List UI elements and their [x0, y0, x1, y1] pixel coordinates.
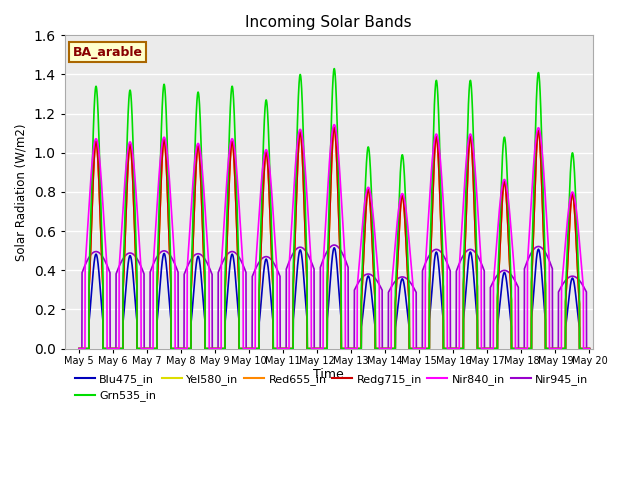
Blu475_in: [330, 245, 338, 251]
Redg715_in: [586, 346, 593, 351]
Grn535_in: [293, 139, 301, 145]
Blu475_in: [75, 346, 83, 351]
Blu475_in: [576, 346, 584, 351]
Redg715_in: [293, 182, 301, 188]
Nir840_in: [576, 241, 584, 247]
Red655_in: [75, 346, 83, 351]
Nir840_in: [586, 346, 593, 351]
Redg715_in: [75, 346, 83, 351]
Title: Incoming Solar Bands: Incoming Solar Bands: [246, 15, 412, 30]
Line: Nir945_in: Nir945_in: [79, 245, 589, 348]
Line: Red655_in: Red655_in: [79, 128, 589, 348]
Redg715_in: [133, 346, 141, 351]
Red655_in: [586, 346, 593, 351]
Line: Nir840_in: Nir840_in: [79, 125, 589, 348]
Grn535_in: [576, 346, 584, 351]
Grn535_in: [521, 346, 529, 351]
Nir840_in: [271, 234, 278, 240]
Line: Redg715_in: Redg715_in: [79, 128, 589, 348]
Blu475_in: [133, 346, 141, 351]
Yel580_in: [133, 346, 141, 351]
Grn535_in: [164, 150, 172, 156]
Yel580_in: [521, 346, 529, 351]
Nir945_in: [271, 262, 278, 268]
Redg715_in: [521, 346, 529, 351]
Yel580_in: [271, 346, 278, 351]
Nir840_in: [521, 346, 529, 351]
Yel580_in: [330, 125, 338, 131]
Grn535_in: [271, 346, 278, 351]
Red655_in: [521, 346, 529, 351]
Blu475_in: [586, 346, 593, 351]
Nir840_in: [330, 122, 338, 128]
Nir945_in: [164, 250, 172, 255]
Nir945_in: [576, 278, 584, 284]
Yel580_in: [293, 182, 301, 188]
Nir945_in: [133, 256, 141, 262]
Yel580_in: [576, 346, 584, 351]
Blu475_in: [164, 276, 172, 281]
Red655_in: [576, 346, 584, 351]
Red655_in: [293, 182, 301, 188]
Grn535_in: [330, 66, 338, 72]
Red655_in: [164, 191, 172, 197]
Y-axis label: Solar Radiation (W/m2): Solar Radiation (W/m2): [15, 123, 28, 261]
Nir840_in: [133, 208, 141, 214]
Yel580_in: [75, 346, 83, 351]
Blu475_in: [271, 346, 278, 351]
Grn535_in: [75, 346, 83, 351]
Nir945_in: [521, 265, 529, 271]
Line: Grn535_in: Grn535_in: [79, 69, 589, 348]
Nir840_in: [293, 145, 301, 151]
Blu475_in: [521, 346, 529, 351]
Redg715_in: [164, 191, 172, 197]
Text: BA_arable: BA_arable: [72, 46, 143, 59]
Red655_in: [133, 346, 141, 351]
Redg715_in: [271, 346, 278, 351]
Red655_in: [271, 346, 278, 351]
Line: Yel580_in: Yel580_in: [79, 128, 589, 348]
Redg715_in: [576, 346, 584, 351]
Legend: Blu475_in, Grn535_in, Yel580_in, Red655_in, Redg715_in, Nir840_in, Nir945_in: Blu475_in, Grn535_in, Yel580_in, Red655_…: [70, 370, 593, 406]
Nir945_in: [330, 242, 338, 248]
Yel580_in: [586, 346, 593, 351]
Red655_in: [330, 125, 338, 131]
Nir945_in: [293, 246, 301, 252]
Nir840_in: [75, 346, 83, 351]
Redg715_in: [330, 125, 338, 131]
Nir840_in: [164, 153, 172, 159]
Grn535_in: [133, 346, 141, 351]
Line: Blu475_in: Blu475_in: [79, 248, 589, 348]
Yel580_in: [164, 191, 172, 197]
X-axis label: Time: Time: [314, 368, 344, 381]
Grn535_in: [586, 346, 593, 351]
Blu475_in: [293, 271, 301, 277]
Nir945_in: [586, 346, 593, 351]
Nir945_in: [75, 346, 83, 351]
